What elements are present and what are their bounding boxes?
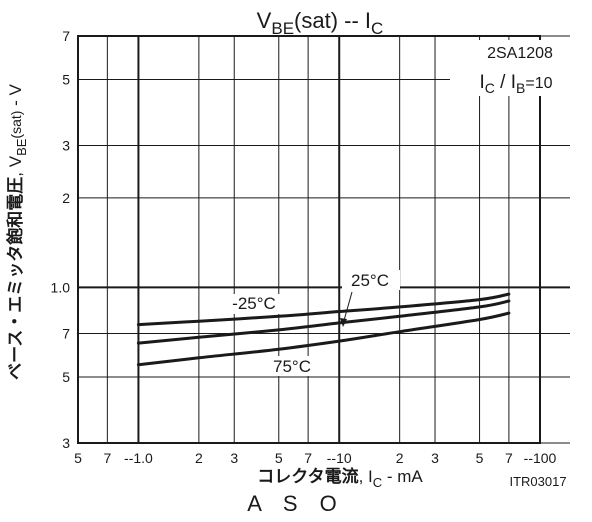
x-tick-label: 7 bbox=[304, 450, 312, 466]
y-axis-label: ベース・エミッタ飽和電圧, VBE(sat) - V bbox=[5, 83, 29, 379]
x-tick-label: 7 bbox=[505, 450, 513, 466]
chart-title: VBE(sat) -- IC bbox=[257, 8, 384, 38]
x-tick-label: 5 bbox=[275, 450, 283, 466]
y-tick-label: 3 bbox=[62, 435, 70, 451]
label-bg-75c bbox=[264, 356, 322, 376]
label-bg-m25c bbox=[224, 294, 286, 314]
series-label-75c: 75°C bbox=[273, 357, 311, 376]
x-tick-label: 7 bbox=[103, 450, 111, 466]
label-arrow-25c bbox=[340, 318, 347, 327]
annotation-box bbox=[450, 40, 572, 96]
series-line-25c bbox=[136, 299, 511, 345]
x-axis-label: コレクタ電流, IC - mA bbox=[257, 466, 423, 490]
x-tick-label: 3 bbox=[230, 450, 238, 466]
plot-frame bbox=[77, 35, 541, 444]
condition-label: IC / IB=10 bbox=[479, 72, 552, 96]
part-number: 2SA1208 bbox=[487, 45, 553, 62]
x-tick-label: 2 bbox=[195, 450, 203, 466]
x-tick-label: --100 bbox=[524, 450, 557, 466]
next-section-title: A S O bbox=[247, 491, 345, 516]
x-tick-label: 5 bbox=[74, 450, 82, 466]
x-tick-label: --1.0 bbox=[124, 450, 153, 466]
y-tick-label: 7 bbox=[62, 28, 70, 44]
series-line-75c bbox=[136, 311, 511, 367]
y-tick-label: 2 bbox=[62, 190, 70, 206]
curves bbox=[136, 292, 511, 367]
grid bbox=[77, 35, 570, 444]
series-label-minus25c: -25°C bbox=[232, 294, 276, 313]
y-tick-label: 1.0 bbox=[51, 279, 71, 295]
y-tick-label: 3 bbox=[62, 137, 70, 153]
series-line-minus25c bbox=[136, 292, 511, 327]
y-tick-label: 7 bbox=[62, 326, 70, 342]
x-tick-label: 3 bbox=[431, 450, 439, 466]
x-tick-label: 5 bbox=[476, 450, 484, 466]
figure-code: ITR03017 bbox=[509, 474, 566, 489]
y-tick-label: 5 bbox=[62, 71, 70, 87]
x-tick-label: --10 bbox=[327, 450, 352, 466]
y-tick-label: 5 bbox=[62, 369, 70, 385]
series-label-25c: 25°C bbox=[351, 271, 389, 290]
x-tick-label: 2 bbox=[396, 450, 404, 466]
label-bg-25c bbox=[342, 270, 400, 290]
